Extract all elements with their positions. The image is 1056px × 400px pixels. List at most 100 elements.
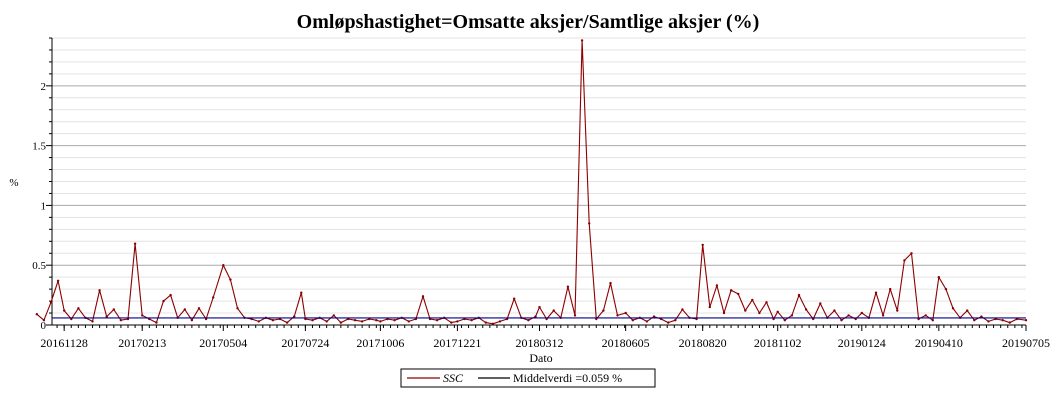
data-point-ssc (765, 301, 768, 304)
data-point-ssc (332, 314, 335, 317)
data-point-ssc (35, 313, 38, 316)
legend-label-ssc: SSC (443, 371, 464, 385)
data-point-ssc (645, 320, 649, 323)
x-tick-label: 20171221 (433, 336, 481, 350)
data-point-ssc (56, 279, 60, 282)
legend-box (400, 368, 656, 388)
data-point-ssc (77, 307, 80, 310)
data-point-ssc (783, 319, 786, 322)
data-point-ssc (183, 308, 186, 311)
x-tick-label: 20180820 (679, 336, 727, 350)
data-point-ssc (833, 309, 836, 312)
data-point-ssc (776, 310, 779, 313)
data-point-ssc (407, 320, 410, 323)
legend-label-mean: Middelverdi =0.059 % (513, 371, 622, 385)
data-point-ssc (987, 320, 990, 323)
data-point-ssc (980, 315, 983, 318)
data-point-ssc (470, 319, 473, 322)
data-point-ssc (616, 314, 619, 317)
data-point-ssc (98, 289, 101, 292)
chart-title: Omløpshastighet=Omsatte aksjer/Samtlige … (297, 11, 760, 33)
data-point-ssc (944, 287, 948, 291)
data-point-ssc (257, 320, 260, 323)
x-tick-label: 20170504 (199, 336, 247, 350)
data-point-ssc (456, 320, 459, 323)
data-point-ssc (609, 281, 612, 285)
data-point-ssc (141, 314, 144, 317)
data-point-ssc (62, 309, 66, 312)
data-point-ssc (804, 308, 808, 311)
data-point-ssc (538, 305, 541, 309)
data-point-ssc (715, 284, 719, 287)
data-point-ssc (860, 311, 863, 315)
data-point-ssc (1008, 321, 1011, 324)
data-point-ssc (491, 322, 495, 325)
data-point-ssc (325, 320, 328, 323)
y-tick-label: 0 (41, 320, 47, 332)
data-point-ssc (840, 319, 843, 322)
data-point-ssc (271, 319, 275, 322)
x-tick-label: 20171006 (356, 336, 404, 350)
series-line-ssc (36, 39, 1027, 325)
y-tick-label: 0.5 (32, 260, 46, 272)
data-point-ssc (667, 321, 670, 324)
legend: SSC Middelverdi =0.059 % (400, 368, 656, 388)
data-point-ssc (293, 315, 296, 318)
data-point-ssc (393, 319, 396, 322)
data-point-ssc (421, 295, 425, 298)
data-point-ssc (566, 285, 570, 288)
data-point-ssc (674, 319, 677, 322)
data-point-ssc (701, 243, 704, 247)
data-point-ssc (513, 297, 516, 300)
data-point-ssc (681, 308, 684, 311)
data-point-ssc (729, 289, 733, 292)
data-point-ssc (631, 319, 634, 322)
y-tick-label: 1.5 (32, 141, 46, 153)
data-point-ssc (797, 293, 801, 297)
x-axis: 20161128 20170213 20170504 20170724 20171006… (40, 324, 1050, 350)
x-tick-label: 20180312 (516, 336, 564, 350)
y-axis: 0 0.5 1 1.5 2 (32, 37, 53, 332)
data-point-ssc (874, 291, 878, 294)
data-point-ssc (744, 309, 747, 312)
data-point-ssc (435, 319, 439, 322)
data-point-ssc (573, 314, 577, 317)
data-point-ssc (42, 319, 46, 322)
data-point-ssc (197, 307, 201, 310)
x-tick-label: 20190705 (1002, 336, 1050, 350)
data-point-ssc (1001, 319, 1004, 322)
data-point-ssc (339, 321, 343, 324)
data-point-ssc (889, 287, 892, 291)
data-point-ssc (903, 259, 906, 262)
data-point-ssc (212, 296, 215, 299)
y-axis-label: % (9, 177, 18, 189)
data-point-ssc (937, 276, 940, 279)
data-point-ssc (379, 320, 382, 323)
data-point-ssc (105, 315, 108, 318)
data-point-ssc (924, 314, 927, 317)
data-point-ssc (580, 39, 584, 42)
data-point-ssc (708, 305, 711, 309)
data-point-ssc (169, 293, 172, 297)
data-point-ssc (229, 278, 232, 281)
data-point-ssc (819, 302, 822, 305)
data-point-ssc (360, 320, 364, 323)
data-point-ssc (931, 319, 934, 322)
data-point-ssc (881, 314, 885, 317)
data-point-ssc (133, 242, 137, 245)
data-point-ssc (484, 321, 487, 324)
data-point-ssc (790, 314, 794, 317)
data-point-ssc (737, 292, 740, 296)
x-tick-label: 20190410 (915, 336, 963, 350)
data-point-ssc (311, 319, 314, 322)
data-point-ssc (896, 309, 899, 312)
series-group (35, 39, 1028, 325)
data-point-ssc (758, 311, 761, 315)
data-point-ssc (236, 307, 239, 310)
y-tick-label: 2 (41, 81, 47, 93)
data-point-ssc (375, 319, 378, 322)
data-point-ssc (190, 319, 194, 322)
data-point-ssc (112, 308, 116, 311)
